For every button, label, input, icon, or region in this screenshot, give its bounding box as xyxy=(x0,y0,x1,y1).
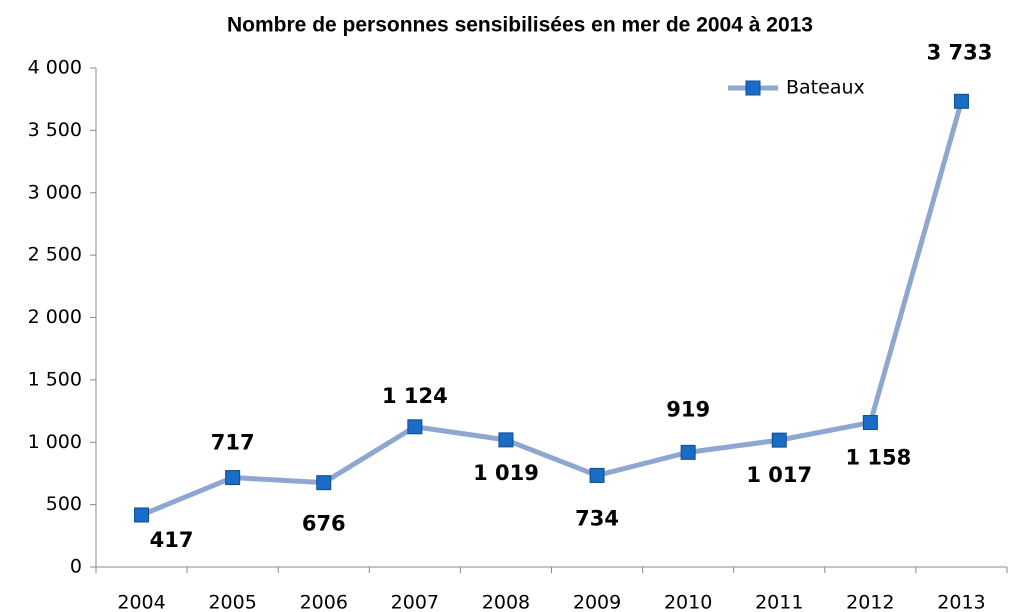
data-label: 717 xyxy=(211,431,255,455)
data-label: 734 xyxy=(575,506,619,530)
y-tick-label: 3 500 xyxy=(28,119,82,141)
y-tick-label: 4 000 xyxy=(28,57,82,79)
marker xyxy=(316,475,332,491)
data-label: 1 124 xyxy=(382,384,448,408)
marker xyxy=(771,432,787,448)
y-tick-label: 1 000 xyxy=(28,431,82,453)
marker xyxy=(225,470,241,486)
y-tick-label: 500 xyxy=(46,493,82,515)
marker xyxy=(862,415,878,431)
x-tick-label: 2009 xyxy=(573,592,621,612)
x-tick-label: 2013 xyxy=(937,592,985,612)
x-tick-label: 2004 xyxy=(117,592,165,612)
x-tick-label: 2010 xyxy=(664,592,712,612)
data-label: 1 158 xyxy=(845,446,911,470)
y-tick-label: 3 000 xyxy=(28,181,82,203)
marker xyxy=(134,507,150,523)
x-tick-label: 2011 xyxy=(755,592,803,612)
data-label: 1 017 xyxy=(746,463,812,487)
line xyxy=(140,100,964,518)
marker xyxy=(953,93,969,109)
x-tick-label: 2006 xyxy=(300,592,348,612)
y-tick-label: 2 000 xyxy=(28,306,82,328)
y-tick-label: 0 xyxy=(70,556,82,578)
marker xyxy=(498,432,514,448)
legend-marker xyxy=(745,80,761,96)
chart-title: Nombre de personnes sensibilisées en mer… xyxy=(227,14,813,37)
y-tick-label: 2 500 xyxy=(28,244,82,266)
marker xyxy=(589,467,605,483)
data-label: 3 733 xyxy=(927,40,993,64)
data-label: 1 019 xyxy=(473,461,539,485)
x-tick-label: 2008 xyxy=(482,592,530,612)
x-tick-label: 2005 xyxy=(208,592,256,612)
data-label: 676 xyxy=(302,512,346,536)
data-label: 919 xyxy=(666,397,710,421)
y-tick-label: 1 500 xyxy=(28,368,82,390)
data-label: 417 xyxy=(150,528,194,552)
x-tick-label: 2012 xyxy=(846,592,894,612)
marker xyxy=(407,419,423,435)
x-tick-label: 2007 xyxy=(391,592,439,612)
legend-label: Bateaux xyxy=(786,77,865,99)
marker xyxy=(680,444,696,460)
